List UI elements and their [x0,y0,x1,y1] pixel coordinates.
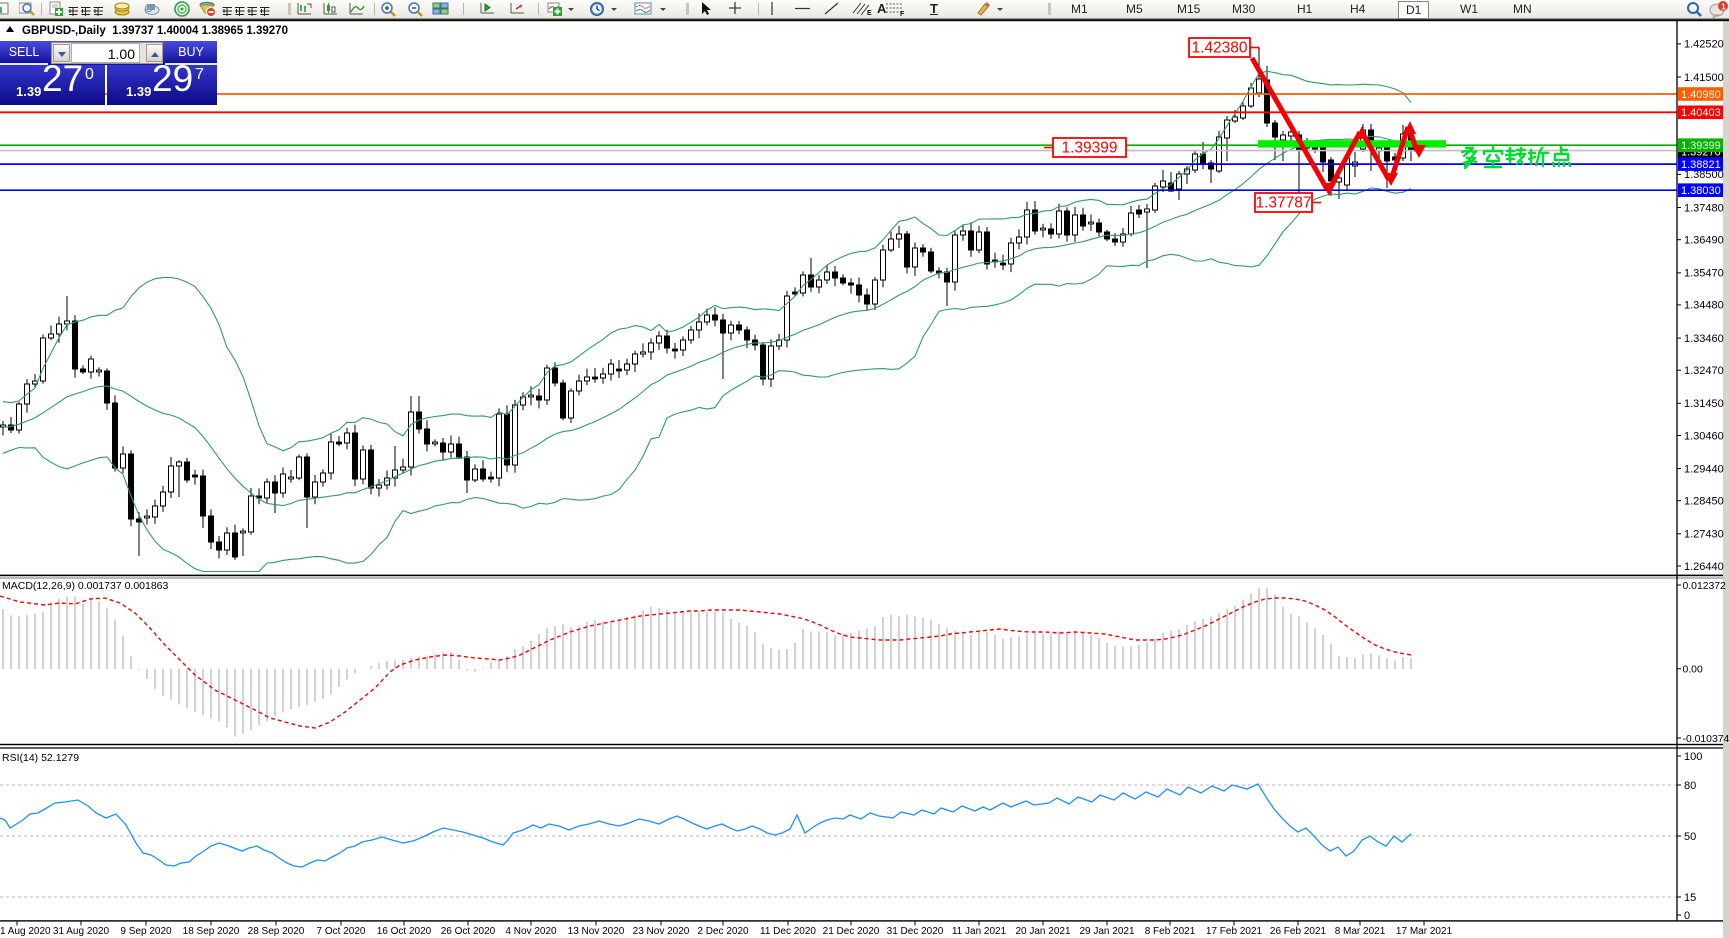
svg-text:MACD(12,26,9) 0.001737 0.00186: MACD(12,26,9) 0.001737 0.001863 [2,580,169,592]
svg-text:2 Dec 2020: 2 Dec 2020 [697,926,749,937]
svg-text:9 Sep 2020: 9 Sep 2020 [120,926,172,937]
svg-text:100: 100 [1684,751,1702,763]
svg-text:13 Nov 2020: 13 Nov 2020 [568,926,625,937]
svg-text:8 Feb 2021: 8 Feb 2021 [1145,926,1196,937]
svg-text:1.30460: 1.30460 [1684,430,1724,442]
svg-text:1.39399: 1.39399 [1681,140,1721,152]
svg-text:1: 1 [1721,2,1726,12]
svg-text:1.41500: 1.41500 [1684,72,1724,84]
svg-text:1.34480: 1.34480 [1684,300,1724,312]
svg-text:17 Feb 2021: 17 Feb 2021 [1206,926,1263,937]
svg-text:18 Sep 2020: 18 Sep 2020 [183,926,240,937]
svg-text:21 Dec 2020: 21 Dec 2020 [823,926,880,937]
svg-text:E: E [867,10,872,17]
svg-text:11 Jan 2021: 11 Jan 2021 [952,926,1007,937]
svg-text:8 Mar 2021: 8 Mar 2021 [1335,926,1386,937]
svg-text:31 Aug 2020: 31 Aug 2020 [53,926,110,937]
svg-text:1.40980: 1.40980 [1681,89,1721,101]
svg-text:31 Dec 2020: 31 Dec 2020 [887,926,944,937]
svg-text:23 Nov 2020: 23 Nov 2020 [633,926,690,937]
svg-text:1.42520: 1.42520 [1684,39,1724,51]
svg-text:7 Oct 2020: 7 Oct 2020 [317,926,366,937]
svg-text:1.40403: 1.40403 [1681,107,1721,119]
svg-text:0: 0 [1684,910,1690,922]
svg-text:1.32470: 1.32470 [1684,365,1724,377]
svg-text:16 Oct 2020: 16 Oct 2020 [377,926,432,937]
svg-text:80: 80 [1684,780,1696,792]
svg-text:F: F [900,11,905,17]
svg-text:1.38500: 1.38500 [1684,169,1724,181]
svg-text:26 Feb 2021: 26 Feb 2021 [1270,926,1327,937]
svg-text:1.29440: 1.29440 [1684,463,1724,475]
svg-text:1 Aug 2020: 1 Aug 2020 [0,926,51,937]
svg-text:1.42380: 1.42380 [1191,40,1247,57]
svg-text:1.38030: 1.38030 [1681,185,1721,197]
svg-text:1.36490: 1.36490 [1684,235,1724,247]
svg-text:1.37787: 1.37787 [1255,195,1311,212]
svg-text:1.27430: 1.27430 [1684,529,1724,541]
svg-text:1.39399: 1.39399 [1061,140,1117,157]
svg-text:0.012372: 0.012372 [1683,581,1727,592]
svg-text:RSI(14) 52.1279: RSI(14) 52.1279 [2,752,79,764]
svg-text:-0.010374: -0.010374 [1683,734,1729,745]
svg-text:1.38821: 1.38821 [1681,159,1721,171]
svg-text:1.26440: 1.26440 [1684,561,1724,573]
svg-text:26 Oct 2020: 26 Oct 2020 [441,926,496,937]
svg-text:1.35470: 1.35470 [1684,268,1724,280]
svg-text:50: 50 [1684,831,1696,843]
svg-text:4 Nov 2020: 4 Nov 2020 [505,926,557,937]
svg-text:29 Jan 2021: 29 Jan 2021 [1079,926,1134,937]
svg-text:1.28450: 1.28450 [1684,496,1724,508]
svg-text:15: 15 [1684,892,1696,904]
svg-text:1.31450: 1.31450 [1684,398,1724,410]
svg-text:20 Jan 2021: 20 Jan 2021 [1015,926,1070,937]
svg-text:28 Sep 2020: 28 Sep 2020 [248,926,305,937]
svg-text:0.00: 0.00 [1683,665,1703,676]
svg-text:1.37480: 1.37480 [1684,202,1724,214]
svg-text:11 Dec 2020: 11 Dec 2020 [760,926,816,937]
svg-text:1.33460: 1.33460 [1684,333,1724,345]
svg-text:GBPUSD-,Daily 1.39737 1.40004: GBPUSD-,Daily 1.39737 1.40004 1.38965 1.… [22,25,288,37]
svg-text:17 Mar 2021: 17 Mar 2021 [1396,926,1453,937]
